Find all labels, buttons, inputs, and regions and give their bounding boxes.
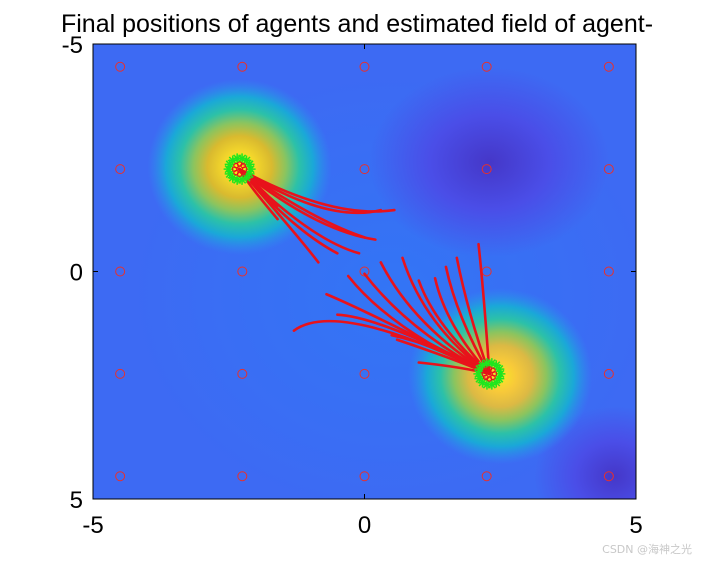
agent-star xyxy=(487,359,496,368)
agent-marker xyxy=(240,162,246,169)
trajectory-line xyxy=(379,261,491,376)
trajectory-line xyxy=(238,167,383,215)
grid-marker xyxy=(115,164,126,175)
trajectory-line xyxy=(238,167,377,241)
grid-marker xyxy=(359,61,370,72)
grid-marker xyxy=(237,471,248,482)
trajectory-line xyxy=(401,256,491,376)
x-axis: -5 0 5 xyxy=(82,44,643,539)
grid-marker xyxy=(237,61,248,72)
grid-marker xyxy=(115,266,126,277)
trajectory-line xyxy=(238,167,320,264)
agent-star xyxy=(245,160,254,169)
grid-marker xyxy=(603,471,614,482)
grid-marker xyxy=(237,266,248,277)
agent-star xyxy=(224,165,233,174)
grid-marker xyxy=(115,471,126,482)
agent-marker xyxy=(490,367,496,374)
field-heatmap xyxy=(93,44,636,499)
agent-star xyxy=(237,154,247,163)
grid-marker xyxy=(481,61,492,72)
agent-star xyxy=(482,380,492,389)
x-tick-label: 5 xyxy=(629,512,642,539)
grid-marker xyxy=(359,164,370,175)
agent-star xyxy=(474,369,483,378)
grid-marker xyxy=(481,471,492,482)
y-axis: -5 0 5 xyxy=(62,32,636,514)
grid-marker xyxy=(359,471,370,482)
trajectory-line xyxy=(477,242,491,376)
agent-clusters xyxy=(223,153,506,390)
agent-star xyxy=(233,175,242,184)
trajectory-line xyxy=(417,361,491,376)
watermark: CSDN @海神之光 xyxy=(602,542,692,556)
y-tick-label: 0 xyxy=(70,260,83,287)
x-tick-label: 0 xyxy=(358,512,371,539)
y-tick-label: 5 xyxy=(70,487,83,514)
grid-markers xyxy=(115,61,614,482)
grid-marker xyxy=(237,368,248,379)
grid-marker xyxy=(481,164,492,175)
grid-marker xyxy=(603,61,614,72)
grid-marker xyxy=(603,266,614,277)
field-low-0 xyxy=(369,67,610,258)
grid-marker xyxy=(359,368,370,379)
chart-title: Final positions of agents and estimated … xyxy=(61,10,653,38)
y-tick-label: -5 xyxy=(62,32,83,59)
agent-cluster xyxy=(473,358,506,390)
agent-cluster xyxy=(223,153,256,185)
grid-marker xyxy=(359,266,370,277)
grid-marker xyxy=(603,368,614,379)
agent-star xyxy=(495,365,504,374)
grid-marker xyxy=(603,164,614,175)
grid-marker xyxy=(115,368,126,379)
agent-trajectories xyxy=(238,167,491,376)
x-tick-label: -5 xyxy=(82,512,103,539)
grid-marker xyxy=(115,61,126,72)
